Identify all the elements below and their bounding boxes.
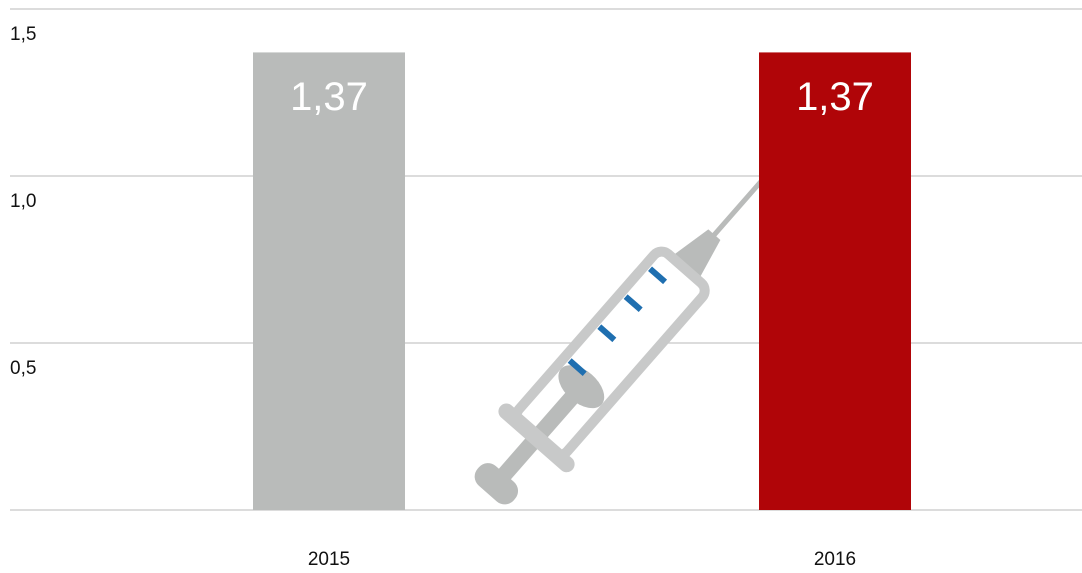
value-label: 1,37 <box>290 75 368 119</box>
value-label: 1,37 <box>796 75 874 119</box>
syringe-illustration <box>474 175 767 505</box>
y-tick-label: 1,5 <box>10 24 36 45</box>
bar <box>759 52 911 511</box>
x-tick-label: 2015 <box>308 549 350 570</box>
y-tick-label: 1,0 <box>10 191 36 212</box>
y-tick-label: 0,5 <box>10 358 36 379</box>
bar <box>253 52 405 511</box>
x-tick-label: 2016 <box>814 549 856 570</box>
